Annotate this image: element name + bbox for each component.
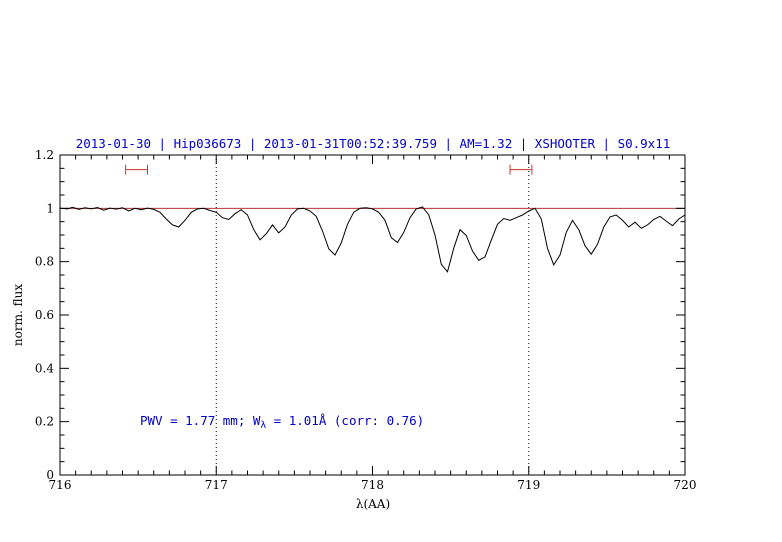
x-tick-label: 720 <box>674 478 697 492</box>
plot-frame <box>59 154 686 476</box>
y-tick-label: 1 <box>46 201 54 215</box>
pwv-annotation-subscript: λ <box>260 420 266 431</box>
y-tick-label: 1.2 <box>35 148 54 162</box>
pwv-annotation: PWV = 1.77 mm; Wλ = 1.01Å (corr: 0.76) <box>140 413 424 431</box>
spectrum-line <box>59 206 686 273</box>
y-axis-label: norm. flux <box>11 284 25 346</box>
pwv-annotation-suffix: = 1.01Å (corr: 0.76) <box>266 413 424 428</box>
y-tick-label: 0 <box>46 468 54 482</box>
y-tick-label: 0.4 <box>35 361 54 375</box>
y-tick-label: 0.2 <box>35 415 54 429</box>
pwv-annotation-prefix: PWV = 1.77 mm; W <box>140 413 261 428</box>
x-tick-label: 717 <box>205 478 228 492</box>
x-tick-label: 719 <box>517 478 540 492</box>
x-axis-label: λ(AA) <box>356 497 390 511</box>
y-tick-label: 0.6 <box>35 308 54 322</box>
x-tick-label: 716 <box>49 478 72 492</box>
plot-generated-layer: 716 717 718 719 720 0 0.2 0.4 0.6 0.8 1 1.2 <box>35 148 697 492</box>
y-tick-label: 0.8 <box>35 255 54 269</box>
x-tick-label: 718 <box>361 478 384 492</box>
chart-title: 2013-01-30 | Hip036673 | 2013-01-31T00:5… <box>76 136 671 151</box>
